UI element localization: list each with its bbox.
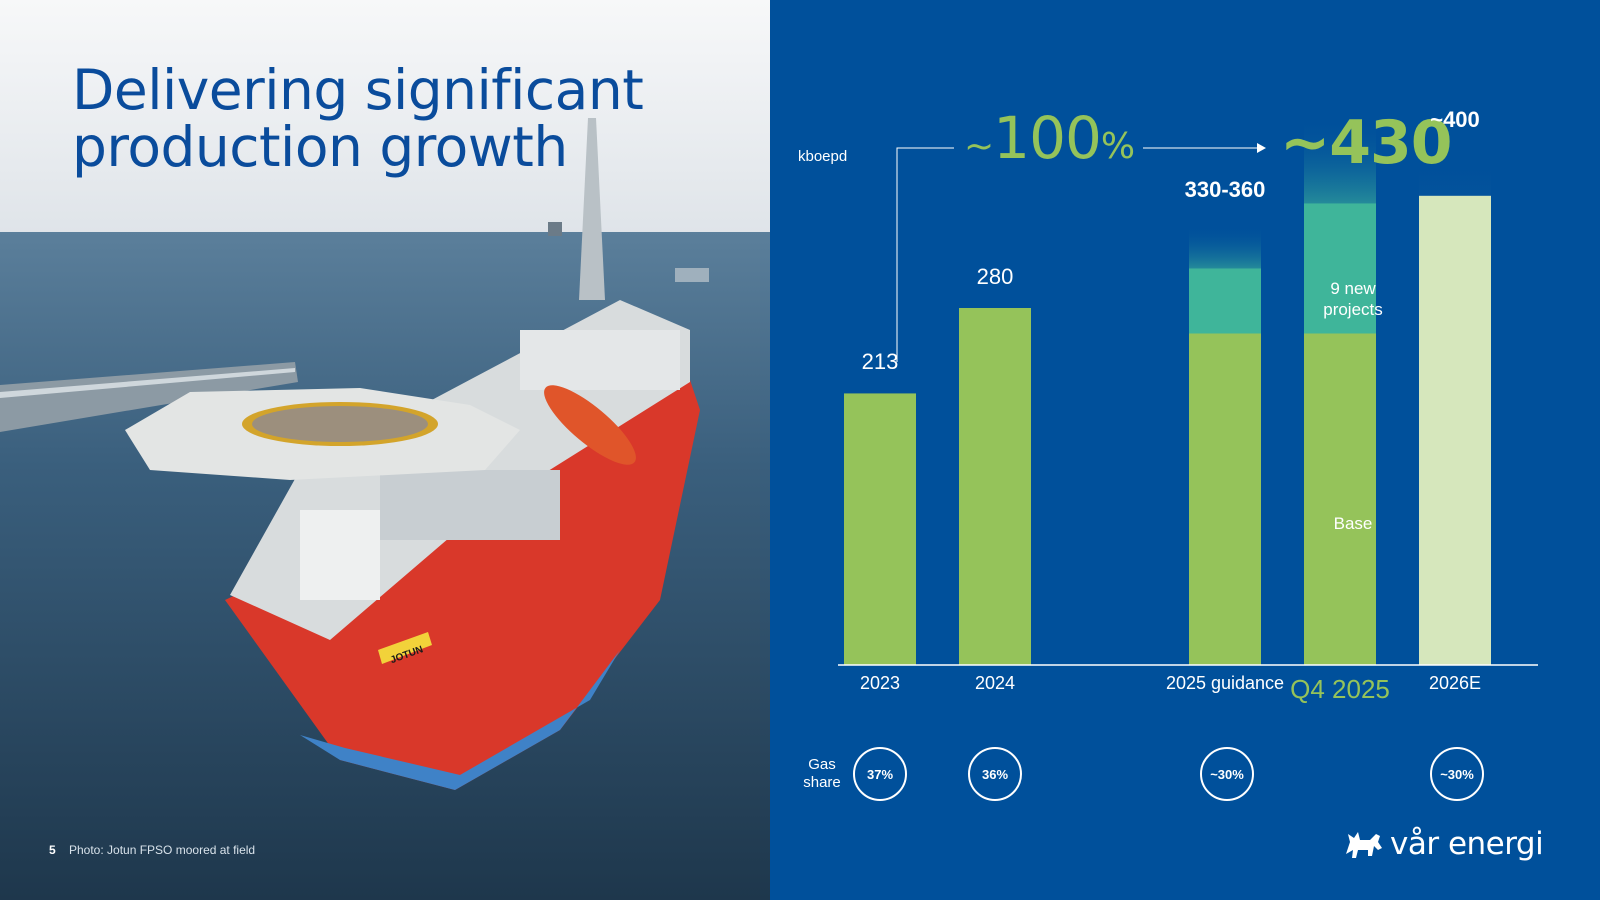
growth-suffix: % <box>1100 126 1135 167</box>
growth-arrow-head <box>1257 143 1266 153</box>
page-title: Delivering significant production growth <box>72 58 644 179</box>
bar-value-label: 280 <box>976 264 1014 289</box>
bar-new-projects-solid-3 <box>1304 203 1376 334</box>
bar-base-3 <box>1304 333 1376 665</box>
photo-panel: JOTUN Delivering significant production … <box>0 0 770 900</box>
growth-value: 100 <box>993 104 1102 172</box>
bar-new-projects-solid-2 <box>1189 268 1261 334</box>
growth-prefix: ~ <box>964 126 994 167</box>
page-number: 5 <box>49 843 56 857</box>
bar-base-0 <box>844 393 916 665</box>
segment-label-base: Base <box>1333 514 1373 533</box>
unit-label: kboepd <box>798 148 848 165</box>
chart-panel: kboepd ~100% ~430 213 280 330-360 ~400 2023… <box>770 0 1600 900</box>
gas-share-badge: ~30% <box>1200 747 1254 801</box>
bar-value-label: 213 <box>861 349 899 375</box>
bar-forecast-solid-4 <box>1419 195 1491 666</box>
dog-icon <box>1346 832 1382 858</box>
x-tick-label: 2023 <box>859 673 901 693</box>
bar-base-1 <box>959 308 1031 665</box>
growth-bracket <box>896 147 954 362</box>
fpso-vessel-photo: JOTUN <box>0 0 770 900</box>
q4-annotation: ~430 <box>1280 108 1453 178</box>
brand-logo: vår energi <box>1344 826 1544 862</box>
production-chart <box>838 116 1538 666</box>
gas-share-badge: ~30% <box>1430 747 1484 801</box>
gas-share-badge: 36% <box>968 747 1022 801</box>
bar-value-label: 330-360 <box>1184 177 1266 203</box>
segment-label-new-projects: 9 new projects <box>1323 279 1383 319</box>
brand-name: vår energi <box>1390 826 1544 862</box>
x-tick-label: 2026E <box>1428 673 1482 693</box>
x-tick-label: 2024 <box>974 673 1016 693</box>
growth-annotation: ~100% <box>964 104 1135 172</box>
gas-share-badge: 37% <box>853 747 907 801</box>
photo-caption: Photo: Jotun FPSO moored at field <box>69 843 256 857</box>
x-tick-label: Q4 2025 <box>1290 674 1390 704</box>
bar-value-label: ~400 <box>1430 107 1480 132</box>
bar-base-2 <box>1189 333 1261 665</box>
gas-share-label: Gas share <box>803 756 841 791</box>
x-tick-label: 2025 guidance <box>1165 673 1285 693</box>
